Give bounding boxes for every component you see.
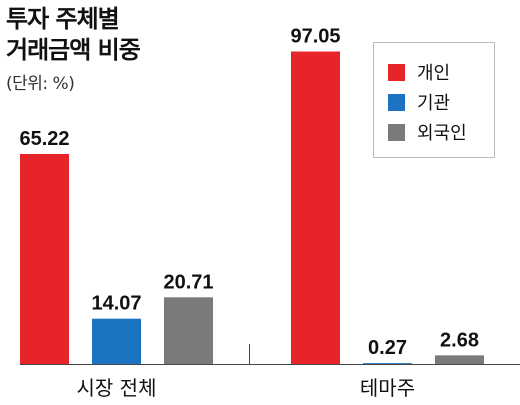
bar-market-total-individual xyxy=(20,153,69,364)
bar-market-total-institution xyxy=(92,318,141,364)
title-line-2: 거래금액 비중 xyxy=(6,36,141,64)
legend-label-institution: 기관 xyxy=(417,93,451,114)
data-label-market-total-foreign: 20.71 xyxy=(163,271,213,293)
chart-title: 투자 주체별 거래금액 비중 (단위: %) xyxy=(6,4,141,94)
legend-swatch-individual xyxy=(388,63,405,81)
data-label-market-total-individual: 65.22 xyxy=(19,128,69,150)
bar-theme-stocks-foreign xyxy=(435,355,484,364)
x-tick-label-market-total: 시장 전체 xyxy=(77,376,157,400)
legend-item-individual: 개인 xyxy=(388,60,450,84)
unit-label: (단위: %) xyxy=(6,74,75,94)
legend-item-institution: 기관 xyxy=(388,90,450,114)
data-label-theme-stocks-foreign: 2.68 xyxy=(440,329,479,351)
x-tick-label-theme-stocks: 테마주 xyxy=(360,376,415,400)
data-label-market-total-institution: 14.07 xyxy=(91,293,141,315)
bar-theme-stocks-institution xyxy=(363,363,412,364)
legend-swatch-institution xyxy=(388,93,405,111)
title-line-1: 투자 주체별 xyxy=(6,5,120,33)
legend: 개인 기관 외국인 xyxy=(373,42,495,158)
bar-theme-stocks-individual xyxy=(291,51,340,365)
bar-market-total-foreign xyxy=(164,297,213,364)
legend-item-foreign: 외국인 xyxy=(388,120,467,144)
data-label-theme-stocks-institution: 0.27 xyxy=(368,337,407,359)
legend-label-foreign: 외국인 xyxy=(417,123,467,144)
data-label-theme-stocks-individual: 97.05 xyxy=(290,25,340,47)
legend-swatch-foreign xyxy=(388,123,405,141)
legend-label-individual: 개인 xyxy=(417,63,451,84)
